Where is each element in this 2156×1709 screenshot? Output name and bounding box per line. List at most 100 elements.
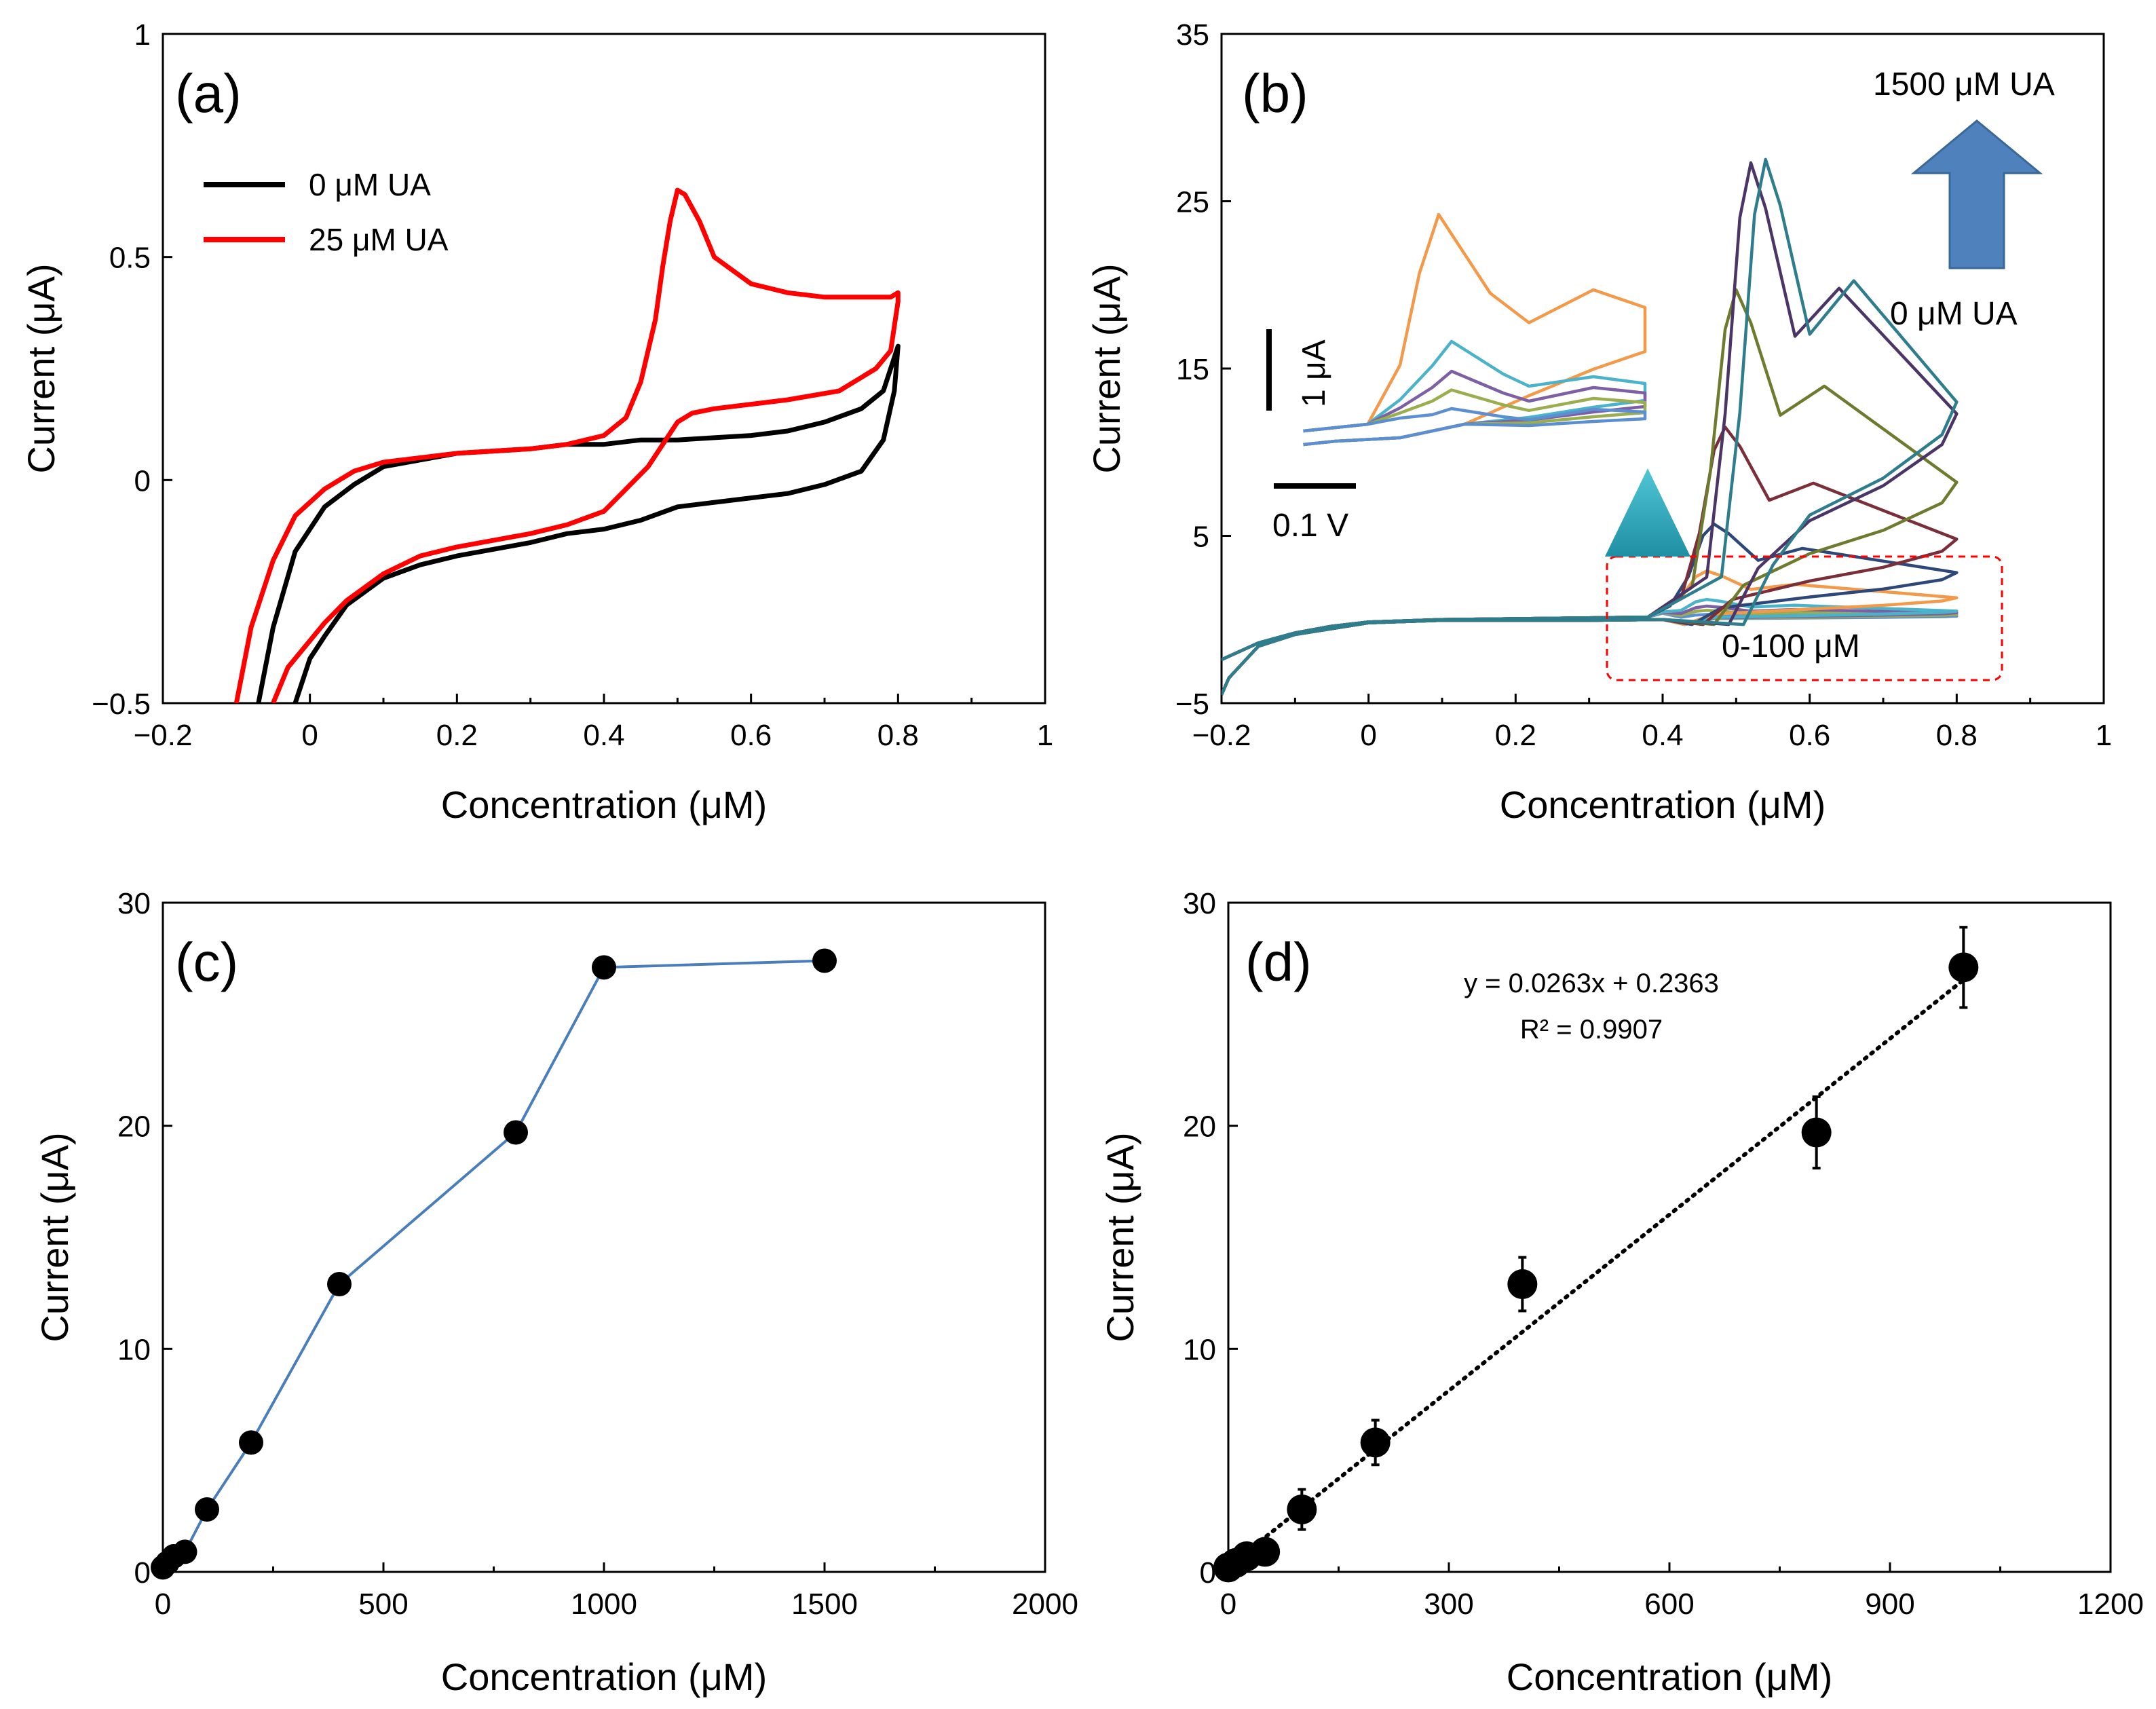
y-tick-label: 0 [134,464,151,497]
ticks-b: −0.2 0 0.2 0.4 0.6 0.8 1 −5 5 15 25 35 [1175,18,2112,752]
data-point [1250,1537,1281,1567]
x-tick-label: 0.6 [1789,719,1830,752]
y-axis-title-a: Current (μA) [20,263,62,473]
y-tick-label: 30 [1183,887,1216,920]
inset-curve-10μM [1303,388,1647,447]
x-tick-label: 0.4 [583,719,624,752]
fit-r-squared: R² = 0.9907 [1520,1015,1663,1045]
fit-line [1226,977,1966,1569]
data-point [327,1272,352,1297]
data-point [1948,952,1979,983]
inset-b [1303,212,1647,447]
plot-area-a [162,33,1046,705]
x-tick-label: 300 [1424,1588,1473,1621]
annotation-0uM: 0 μM UA [1890,296,2018,332]
annotation-1500uM: 1500 μM UA [1873,67,2055,102]
ticks-a: −0.2 0 0.2 0.4 0.6 0.8 1 −0.5 0 0.5 1 [92,18,1053,752]
y-tick-label: 10 [117,1333,151,1366]
x-tick-label: 1 [2096,719,2112,752]
data-point [1360,1427,1391,1458]
data-point [812,948,837,973]
legend-a: 0 μM UA 25 μM UA [204,167,449,257]
ticks-d: 0 300 600 900 1200 0 10 20 30 [1183,887,2144,1621]
legend-label-0uM: 0 μM UA [309,167,431,202]
inset-curve-50μM [1303,339,1647,447]
triangle-marker-icon [1605,468,1690,557]
y-tick-label: 30 [117,887,151,920]
arrow-up-icon [1910,119,2043,269]
y-tick-label: 25 [1176,186,1209,219]
data-point [592,955,616,980]
legend-label-25uM: 25 μM UA [309,222,449,257]
cv-curve-0 [256,343,901,703]
series-d [1213,926,1979,1583]
panel-label-c: (c) [175,932,238,992]
panel-b: −0.2 0 0.2 0.4 0.6 0.8 1 −5 5 15 25 35 (b) 1500 μM … [1085,18,2112,826]
y-tick-label: 20 [1183,1110,1216,1144]
inset-curve-0μM [1303,407,1647,447]
series-c [151,948,837,1580]
panel-c: 0 500 1000 1500 2000 0 10 20 30 (c) Concentratio… [33,887,1078,1698]
y-tick-label: 5 [1193,521,1209,554]
x-tick-label: 1500 [791,1588,858,1621]
series-a [233,187,901,703]
x-tick-label: 0.8 [877,719,919,752]
panel-a: −0.2 0 0.2 0.4 0.6 0.8 1 −0.5 0 0.5 1 (a) 0 μM UA … [20,18,1053,826]
x-tick-label: 0 [1360,719,1376,752]
y-tick-label: 10 [1183,1333,1216,1366]
x-tick-label: 0.2 [436,719,478,752]
scale-label-voltage: 0.1 V [1272,508,1348,544]
y-tick-label: 0 [1200,1556,1216,1590]
series-b [1222,157,1959,696]
ticks-c: 0 500 1000 1500 2000 0 10 20 30 [117,887,1078,1621]
y-tick-label: 0.5 [109,242,151,275]
y-tick-label: −0.5 [92,688,151,721]
y-tick-label: −5 [1175,688,1209,721]
x-tick-label: 1200 [2077,1588,2144,1621]
range-box [1606,555,2003,681]
x-axis-title-d: Concentration (μM) [1507,1655,1832,1698]
x-tick-label: 0.2 [1495,719,1536,752]
panel-label-d: (d) [1245,932,1312,992]
panel-label-a: (a) [175,63,242,124]
y-axis-title-b: Current (μA) [1085,263,1128,473]
plot-area-c [162,901,1046,1573]
x-tick-label: 900 [1865,1588,1914,1621]
plot-area-d [1227,901,2112,1573]
data-point [239,1430,263,1455]
x-tick-label: 0 [1220,1588,1236,1621]
x-tick-label: 0 [155,1588,171,1621]
x-tick-label: 600 [1644,1588,1694,1621]
x-tick-label: 2000 [1012,1588,1078,1621]
y-axis-title-d: Current (μA) [1099,1132,1141,1342]
y-tick-label: 0 [134,1556,151,1590]
y-tick-label: 15 [1176,353,1209,386]
x-tick-label: −0.2 [134,719,193,752]
y-tick-label: 20 [117,1110,151,1144]
x-tick-label: 0 [301,719,318,752]
cv-curve-1500μM [1222,157,1959,696]
x-tick-label: 0.6 [730,719,772,752]
data-point [1287,1494,1317,1524]
data-point [1507,1269,1538,1300]
x-axis-title-b: Concentration (μM) [1500,783,1826,826]
x-tick-label: 0.8 [1936,719,1978,752]
data-point [195,1497,219,1522]
y-axis-title-c: Current (μA) [33,1132,76,1342]
panel-d: 0 300 600 900 1200 0 10 20 30 (d) y = 0.0263x + … [1099,887,2144,1698]
x-axis-title-c: Concentration (μM) [441,1655,767,1698]
x-tick-label: −0.2 [1192,719,1251,752]
data-point [172,1539,197,1564]
y-tick-label: 1 [134,18,151,52]
x-tick-label: 1000 [571,1588,637,1621]
fit-equation: y = 0.0263x + 0.2363 [1464,969,1719,998]
annotation-range: 0-100 μM [1722,628,1860,664]
x-axis-title-a: Concentration (μM) [441,783,767,826]
y-tick-label: 35 [1176,18,1209,52]
x-tick-label: 500 [358,1588,408,1621]
x-tick-label: 1 [1037,719,1053,752]
connect-line [162,959,825,1569]
x-tick-label: 0.4 [1642,719,1683,752]
data-point [1801,1117,1832,1148]
